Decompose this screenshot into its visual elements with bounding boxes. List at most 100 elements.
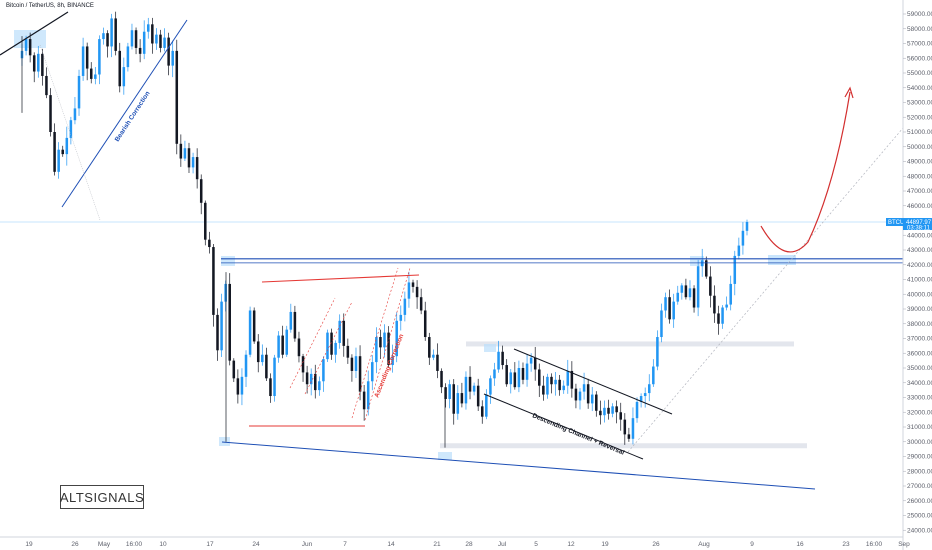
candle-body <box>574 388 578 401</box>
candle-body <box>183 148 187 159</box>
candle-body <box>342 320 346 346</box>
candle-body <box>261 354 264 363</box>
candle-body <box>265 354 268 379</box>
y-tick-label: 24000.00 <box>907 527 932 534</box>
candle-body <box>696 266 700 308</box>
chart-title: Bitcoin / TetherUS, 8h, BINANCE <box>6 3 94 9</box>
y-tick-label: 27000.00 <box>907 483 932 490</box>
ascending-channel-d <box>364 267 411 421</box>
ascending-channel-b <box>304 301 353 395</box>
candle-body <box>725 304 728 308</box>
y-tick-label: 33000.00 <box>907 395 932 402</box>
candle-body <box>350 357 354 371</box>
x-tick-label: 19 <box>25 541 33 548</box>
candle-body <box>191 157 195 168</box>
candle-body <box>293 311 297 339</box>
candle-body <box>289 311 293 330</box>
candle-body <box>61 149 64 155</box>
x-tick-label: 26 <box>652 541 660 548</box>
resistance-zone-grey <box>466 341 794 347</box>
y-tick-label: 58000.00 <box>907 26 932 33</box>
candle-body <box>741 230 745 246</box>
candle-body <box>460 393 464 404</box>
candle-body <box>147 24 150 32</box>
candle-body <box>98 39 101 75</box>
candle-body <box>599 410 602 416</box>
candle-body <box>187 148 191 168</box>
candle-body <box>330 332 333 355</box>
candle-body <box>468 376 472 392</box>
candle-body <box>582 384 586 392</box>
candle-body <box>179 143 183 159</box>
candle-body <box>28 39 32 56</box>
candle-body <box>244 354 248 377</box>
candle-body <box>448 384 451 399</box>
candle-body <box>721 307 724 324</box>
candle-body <box>513 372 517 388</box>
y-tick-label: 59000.00 <box>907 11 932 18</box>
candle-body <box>656 337 659 367</box>
candle-body <box>415 286 419 298</box>
candle-body <box>228 283 231 361</box>
candle-body <box>151 24 154 44</box>
candle-body <box>338 320 341 343</box>
x-tick-label: 5 <box>534 541 538 548</box>
candle-body <box>627 434 631 439</box>
candle-body <box>623 419 627 435</box>
candle-body <box>631 418 635 439</box>
candle-body <box>375 337 378 363</box>
candle-body <box>277 335 280 358</box>
x-tick-label: 26 <box>71 541 79 548</box>
candle-body <box>639 396 643 402</box>
candle-body <box>423 310 427 338</box>
price-tag-price: 44897.97 <box>906 220 932 226</box>
candle-body <box>114 18 117 51</box>
candle-body <box>680 285 684 293</box>
candle-body <box>533 357 537 370</box>
candle-body <box>717 313 720 324</box>
projection-arrowhead <box>844 86 854 99</box>
candle-body <box>501 351 504 366</box>
candle-body <box>647 384 651 394</box>
candle-body <box>464 376 468 404</box>
x-tick-label: 23 <box>842 541 850 548</box>
candle-body <box>542 385 545 395</box>
candle-body <box>256 341 260 363</box>
candle-body <box>733 255 737 284</box>
candle-body <box>102 33 105 40</box>
bearish-correction-trendline <box>61 19 188 208</box>
candle-body <box>684 285 688 298</box>
candle-body <box>652 366 655 385</box>
candle-body <box>41 53 44 76</box>
y-tick-label: 56000.00 <box>907 55 932 62</box>
candle-body <box>118 50 122 87</box>
candle-body <box>142 31 146 54</box>
x-tick-label: 21 <box>433 541 441 548</box>
price-tag-symbol-bg <box>886 218 904 227</box>
x-tick-label: 24 <box>252 541 260 548</box>
top-trendline <box>0 11 69 56</box>
y-tick-label: 44000.00 <box>907 232 932 239</box>
candle-body <box>705 260 708 277</box>
candle-body <box>252 310 256 342</box>
candle-body <box>570 370 574 389</box>
support-zone-grey <box>440 443 807 449</box>
y-tick-label: 28000.00 <box>907 468 932 475</box>
candle-body <box>586 384 590 404</box>
y-tick-label: 38000.00 <box>907 321 932 328</box>
y-tick-label: 43000.00 <box>907 247 932 254</box>
candle-body <box>428 337 431 358</box>
y-tick-label: 47000.00 <box>907 188 932 195</box>
candle-body <box>24 39 28 51</box>
x-tick-label: 7 <box>343 541 347 548</box>
candle-body <box>611 406 614 414</box>
candle-body <box>354 356 358 371</box>
candle-body <box>358 356 362 392</box>
candle-body <box>297 338 301 357</box>
price-tag-countdown: 03:38:11 <box>907 226 931 232</box>
y-tick-label: 25000.00 <box>907 513 932 520</box>
y-tick-label: 55000.00 <box>907 70 932 77</box>
